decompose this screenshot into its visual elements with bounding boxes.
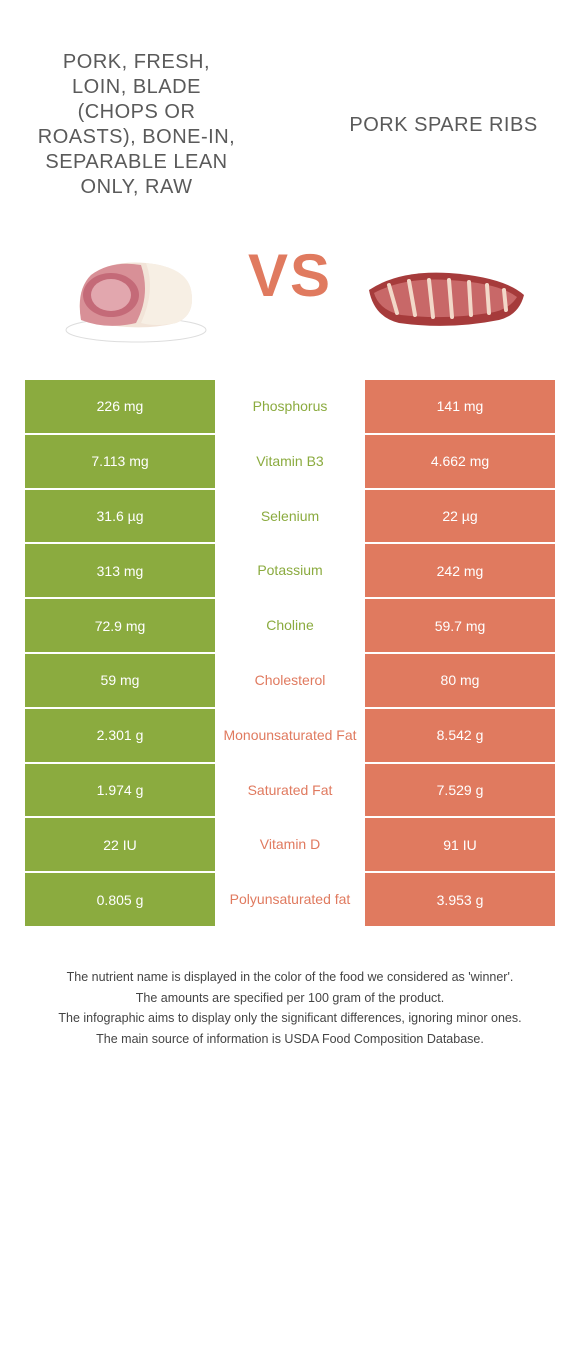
footer-line: The infographic aims to display only the… (25, 1009, 555, 1028)
nutrient-right-value: 22 µg (365, 490, 555, 543)
nutrient-left-value: 226 mg (25, 380, 215, 433)
nutrient-right-value: 141 mg (365, 380, 555, 433)
nutrient-name: Potassium (215, 544, 365, 597)
nutrient-name: Vitamin B3 (215, 435, 365, 488)
nutrient-name: Saturated Fat (215, 764, 365, 817)
footer-notes: The nutrient name is displayed in the co… (0, 938, 580, 1091)
nutrient-row: 72.9 mgCholine59.7 mg (25, 599, 555, 652)
nutrient-right-value: 8.542 g (365, 709, 555, 762)
food-left-image (51, 230, 221, 350)
nutrient-name: Monounsaturated Fat (215, 709, 365, 762)
nutrient-name: Cholesterol (215, 654, 365, 707)
nutrient-name: Selenium (215, 490, 365, 543)
nutrient-row: 1.974 gSaturated Fat7.529 g (25, 764, 555, 817)
nutrient-left-value: 0.805 g (25, 873, 215, 926)
nutrient-right-value: 80 mg (365, 654, 555, 707)
nutrient-left-value: 1.974 g (25, 764, 215, 817)
footer-line: The main source of information is USDA F… (25, 1030, 555, 1049)
nutrient-name: Choline (215, 599, 365, 652)
nutrient-left-value: 2.301 g (25, 709, 215, 762)
nutrient-row: 22 IUVitamin D91 IU (25, 818, 555, 871)
vs-label: VS (243, 241, 337, 310)
nutrient-right-value: 242 mg (365, 544, 555, 597)
food-right-title: Pork spare ribs (344, 20, 542, 230)
nutrient-left-value: 313 mg (25, 544, 215, 597)
food-right-image (359, 230, 529, 350)
nutrient-row: 0.805 gPolyunsaturated fat3.953 g (25, 873, 555, 926)
nutrient-right-value: 4.662 mg (365, 435, 555, 488)
nutrient-row: 7.113 mgVitamin B34.662 mg (25, 435, 555, 488)
nutrient-name: Vitamin D (215, 818, 365, 871)
comparison-header: Pork, fresh, loin, blade (chops or roast… (0, 0, 580, 360)
food-left-column: Pork, fresh, loin, blade (chops or roast… (30, 20, 243, 350)
nutrient-row: 31.6 µgSelenium22 µg (25, 490, 555, 543)
nutrient-right-value: 59.7 mg (365, 599, 555, 652)
nutrient-left-value: 72.9 mg (25, 599, 215, 652)
nutrient-row: 226 mgPhosphorus141 mg (25, 380, 555, 433)
nutrient-row: 59 mgCholesterol80 mg (25, 654, 555, 707)
nutrient-right-value: 7.529 g (365, 764, 555, 817)
nutrient-left-value: 59 mg (25, 654, 215, 707)
nutrient-left-value: 31.6 µg (25, 490, 215, 543)
nutrient-name: Phosphorus (215, 380, 365, 433)
nutrient-row: 313 mgPotassium242 mg (25, 544, 555, 597)
nutrient-table: 226 mgPhosphorus141 mg7.113 mgVitamin B3… (0, 360, 580, 938)
food-left-title: Pork, fresh, loin, blade (chops or roast… (30, 20, 243, 230)
nutrient-row: 2.301 gMonounsaturated Fat8.542 g (25, 709, 555, 762)
nutrient-name: Polyunsaturated fat (215, 873, 365, 926)
nutrient-right-value: 3.953 g (365, 873, 555, 926)
footer-line: The amounts are specified per 100 gram o… (25, 989, 555, 1008)
footer-line: The nutrient name is displayed in the co… (25, 968, 555, 987)
nutrient-left-value: 7.113 mg (25, 435, 215, 488)
food-right-column: Pork spare ribs (337, 20, 550, 350)
nutrient-left-value: 22 IU (25, 818, 215, 871)
nutrient-right-value: 91 IU (365, 818, 555, 871)
